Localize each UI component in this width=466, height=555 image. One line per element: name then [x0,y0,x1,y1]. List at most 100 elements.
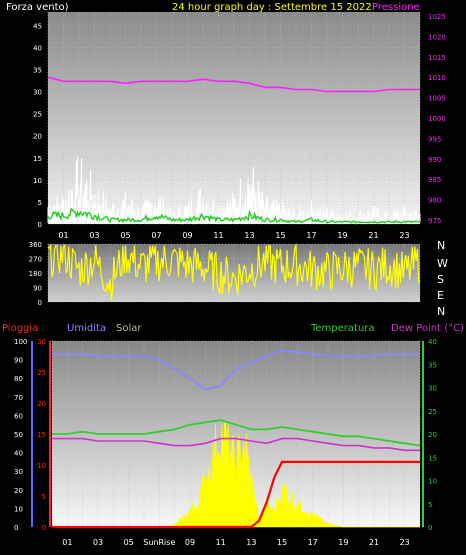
x-label-bottom-10: 21 [369,538,379,547]
humidity-tick-90: 90 [14,357,23,365]
wind-tick-45: 45 [33,22,42,30]
chart-title: 24 hour graph day : Settembre 15 2022 [172,2,372,13]
x-label-bottom-3: SunRise [143,538,175,547]
humidity-tick-80: 80 [14,375,23,383]
temp-tick-25: 25 [428,408,437,416]
wind-tick-30: 30 [33,89,42,97]
humidity-tick-10: 10 [14,505,23,513]
series-wind-direction [47,243,421,301]
x-label-bottom-1: 03 [93,538,103,547]
wind-tick-25: 25 [33,111,42,119]
temp-tick-15: 15 [428,454,437,462]
temp-tick-35: 35 [428,361,437,369]
humidity-tick-20: 20 [14,487,23,495]
rain-tick-25: 25 [37,369,46,377]
temp-tick-10: 10 [428,478,437,486]
pressure-tick-1010: 1010 [428,74,446,82]
temp-tick-0: 0 [428,524,432,532]
pressure-tick-985: 985 [428,176,441,184]
wind-tick-0: 0 [38,221,42,229]
x-label-top-05: 05 [120,231,130,240]
x-label-bottom-9: 19 [338,538,348,547]
humidity-tick-30: 30 [14,468,23,476]
legend-dew-point: Dew Point (°C) [391,323,464,334]
x-label-top-07: 07 [151,231,161,240]
rain-tick-30: 30 [37,338,46,346]
pressure-tick-1020: 1020 [428,33,446,41]
wind-tick-40: 40 [33,44,42,52]
x-label-top-13: 13 [244,231,254,240]
x-label-bottom-6: 13 [246,538,256,547]
wind-tick-10: 10 [33,177,42,185]
x-label-bottom-8: 17 [308,538,318,547]
x-label-top-17: 17 [306,231,316,240]
x-label-bottom-5: 11 [216,538,226,547]
temp-tick-40: 40 [428,338,437,346]
legend-temperature: Temperatura [310,323,375,334]
humidity-tick-100: 100 [14,338,27,346]
humidity-tick-40: 40 [14,450,23,458]
x-label-top-03: 03 [89,231,99,240]
wind-tick-20: 20 [33,133,42,141]
x-label-bottom-0: 01 [62,538,72,547]
temp-tick-30: 30 [428,385,437,393]
humidity-tick-70: 70 [14,394,23,402]
tick-labels: 0510152025303540459759809859909951000100… [14,13,446,547]
pressure-tick-990: 990 [428,156,441,164]
compass-e: E [437,289,444,302]
compass-n-bottom: N [437,305,445,318]
dir-tick-360: 360 [29,241,42,249]
compass-s: S [437,273,444,286]
x-label-top-11: 11 [213,231,223,240]
rain-tick-10: 10 [37,462,46,470]
wind-axis-label: Forza vento) [6,2,69,13]
pressure-tick-1000: 1000 [428,115,446,123]
x-label-top-23: 23 [399,231,409,240]
pressure-tick-975: 975 [428,217,441,225]
legend-humidity: Umidita [67,323,106,334]
rain-tick-15: 15 [37,431,46,439]
compass-n-top: N [437,239,445,252]
series-humidity [52,349,420,391]
x-label-top-21: 21 [368,231,378,240]
pressure-tick-995: 995 [428,135,441,143]
dir-tick-0: 0 [38,299,42,307]
dir-tick-90: 90 [33,285,42,293]
series-wind-avg [47,207,421,224]
x-label-top-15: 15 [275,231,285,240]
x-label-bottom-2: 05 [124,538,134,547]
dir-tick-180: 180 [29,270,42,278]
pressure-tick-1015: 1015 [428,54,446,62]
temp-tick-20: 20 [428,431,437,439]
rain-tick-20: 20 [37,400,46,408]
x-label-top-01: 01 [58,231,68,240]
pressure-tick-1025: 1025 [428,13,446,21]
pressure-axis-label: Pressione [372,2,420,13]
wind-tick-15: 15 [33,155,42,163]
wind-tick-35: 35 [33,66,42,74]
dir-tick-270: 270 [29,256,42,264]
pressure-tick-980: 980 [428,197,441,205]
legend-rain: Pioggia [2,323,38,334]
series-temperature [52,419,421,447]
series-dew-point [52,437,420,452]
x-label-bottom-4: 09 [185,538,195,547]
legend-solar: Solar [116,323,142,334]
series-rain [52,460,420,529]
temp-tick-5: 5 [428,501,432,509]
compass-w: W [437,257,448,270]
series-pressure [47,76,420,93]
x-label-bottom-7: 15 [277,538,287,547]
humidity-tick-60: 60 [14,412,23,420]
x-label-top-09: 09 [182,231,192,240]
humidity-tick-50: 50 [14,431,23,439]
plot-series [47,76,421,529]
humidity-tick-0: 0 [14,524,18,532]
pressure-tick-1005: 1005 [428,95,446,103]
rain-tick-0: 0 [42,524,46,532]
series-wind-gust [47,156,421,225]
x-label-top-19: 19 [337,231,347,240]
rain-tick-5: 5 [42,493,46,501]
x-label-bottom-11: 23 [400,538,410,547]
